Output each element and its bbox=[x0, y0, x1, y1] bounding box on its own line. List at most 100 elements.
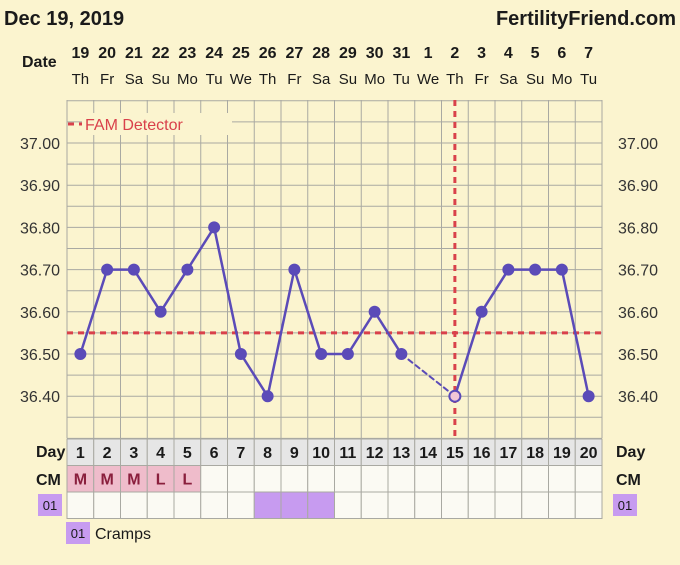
cramps-cell bbox=[548, 491, 576, 519]
date-labels: 19 20 21 22 23 24 25 26 27 28 29 30 31 1 2 3 4 5 6 7 bbox=[71, 45, 593, 62]
cramps-cell bbox=[467, 491, 496, 519]
cycle-day-label: 20 bbox=[580, 445, 598, 462]
cramps-cell bbox=[441, 491, 469, 519]
temperature-point[interactable] bbox=[74, 348, 87, 360]
cramps-cell bbox=[173, 491, 202, 519]
date-label: 31 bbox=[392, 45, 410, 62]
weekday-label: We bbox=[230, 71, 252, 88]
y-tick-label: 36.70 bbox=[20, 263, 60, 280]
cramps-code-left: 01 bbox=[43, 498, 57, 513]
cramps-cell bbox=[253, 491, 282, 519]
cycle-day-label: 19 bbox=[553, 445, 571, 462]
temperature-point[interactable] bbox=[208, 221, 221, 234]
temperature-point[interactable] bbox=[395, 348, 408, 360]
cm-cell bbox=[467, 465, 496, 493]
temperature-point[interactable] bbox=[127, 263, 140, 276]
cycle-day-label: 16 bbox=[473, 445, 491, 462]
temperature-point[interactable] bbox=[555, 263, 568, 276]
temperature-point[interactable] bbox=[234, 348, 247, 360]
temperature-segment bbox=[346, 310, 376, 356]
temperature-point[interactable] bbox=[288, 263, 301, 276]
plot-grid bbox=[66, 100, 603, 439]
cycle-day-label: 12 bbox=[366, 445, 384, 462]
cm-cell bbox=[414, 465, 442, 493]
y-tick-label: 36.60 bbox=[618, 305, 658, 322]
y-tick-label: 36.80 bbox=[618, 220, 658, 237]
day-cell bbox=[173, 438, 202, 466]
temperature-point[interactable] bbox=[448, 389, 462, 403]
temperature-gap-segment bbox=[400, 353, 456, 398]
temperature-point[interactable] bbox=[502, 263, 515, 276]
temperature-segment bbox=[79, 268, 109, 356]
cramps-code-right: 01 bbox=[618, 498, 632, 513]
temperature-point[interactable] bbox=[368, 305, 381, 318]
temperature-segment bbox=[212, 226, 243, 356]
date-label: 4 bbox=[504, 45, 513, 62]
date-label: 20 bbox=[98, 45, 116, 62]
weekday-label: Th bbox=[446, 71, 464, 88]
temperature-point[interactable] bbox=[101, 263, 114, 276]
cramps-cell bbox=[494, 491, 523, 519]
y-tick-label: 37.00 bbox=[20, 136, 60, 153]
temperature-segment bbox=[480, 268, 510, 314]
fam-legend-box bbox=[82, 113, 232, 135]
cm-cell bbox=[200, 465, 228, 493]
y-tick-label: 36.90 bbox=[618, 178, 658, 195]
y-tick-label: 36.40 bbox=[20, 389, 60, 406]
cramps-cell bbox=[200, 491, 228, 519]
cycle-day-label: 15 bbox=[446, 445, 464, 462]
cramps-cell bbox=[280, 491, 309, 519]
date-row-label: Date bbox=[22, 54, 57, 71]
day-row-label-left: Day bbox=[36, 444, 65, 461]
y-axis-right: 37.00 36.90 36.80 36.70 36.60 36.50 36.40 bbox=[618, 136, 658, 406]
date-label: 30 bbox=[366, 45, 384, 62]
temperature-segment bbox=[239, 352, 269, 398]
temperature-segment bbox=[266, 268, 296, 398]
day-row-label-right: Day bbox=[616, 444, 645, 461]
weekday-label: Sa bbox=[125, 71, 144, 88]
brand-logo-text: FertilityFriend.com bbox=[496, 8, 676, 30]
weekday-label: Th bbox=[259, 71, 277, 88]
cycle-day-label: 18 bbox=[526, 445, 544, 462]
y-tick-label: 36.80 bbox=[20, 220, 60, 237]
y-tick-label: 36.70 bbox=[618, 263, 658, 280]
temperature-point[interactable] bbox=[341, 348, 354, 360]
temperature-point[interactable] bbox=[261, 390, 274, 403]
temperature-point[interactable] bbox=[154, 305, 167, 318]
temperature-point[interactable] bbox=[529, 263, 542, 276]
temperature-point[interactable] bbox=[475, 305, 488, 318]
cycle-day-label: 9 bbox=[290, 445, 299, 462]
cm-cell bbox=[307, 465, 335, 493]
weekday-label: We bbox=[417, 71, 439, 88]
cm-cell bbox=[387, 465, 416, 493]
day-cell bbox=[494, 438, 523, 466]
weekday-label: Mo bbox=[551, 71, 572, 88]
cramps-cell bbox=[360, 491, 389, 519]
weekday-labels: Th Fr Sa Su Mo Tu We Th Fr Sa Su Mo Tu We Th Fr Sa Su Mo Tu bbox=[72, 71, 597, 88]
y-tick-label: 36.90 bbox=[20, 178, 60, 195]
cycle-day-label: 6 bbox=[210, 445, 219, 462]
cycle-day-label: 3 bbox=[129, 445, 138, 462]
cm-cell bbox=[334, 465, 362, 493]
temperature-point[interactable] bbox=[582, 390, 595, 403]
temperature-points bbox=[74, 221, 595, 403]
y-axis-left: 37.00 36.90 36.80 36.70 36.60 36.50 36.40 bbox=[20, 136, 60, 406]
weekday-label: Fr bbox=[475, 71, 489, 88]
cm-cell bbox=[280, 465, 309, 493]
weekday-label: Su bbox=[151, 71, 169, 88]
cramps-cell bbox=[307, 491, 335, 519]
weekday-label: Fr bbox=[287, 71, 301, 88]
day-cell bbox=[574, 438, 603, 466]
cm-value: M bbox=[100, 472, 113, 489]
y-tick-label: 36.50 bbox=[20, 347, 60, 364]
cramps-cell bbox=[574, 491, 603, 519]
date-label: 19 bbox=[71, 45, 89, 62]
cramps-cell bbox=[227, 491, 255, 519]
y-tick-label: 37.00 bbox=[618, 136, 658, 153]
date-label: 23 bbox=[178, 45, 196, 62]
cm-value: M bbox=[74, 472, 87, 489]
temperature-point[interactable] bbox=[315, 348, 328, 360]
temperature-point[interactable] bbox=[181, 263, 194, 276]
weekday-label: Tu bbox=[393, 71, 410, 88]
cm-cell bbox=[253, 465, 282, 493]
